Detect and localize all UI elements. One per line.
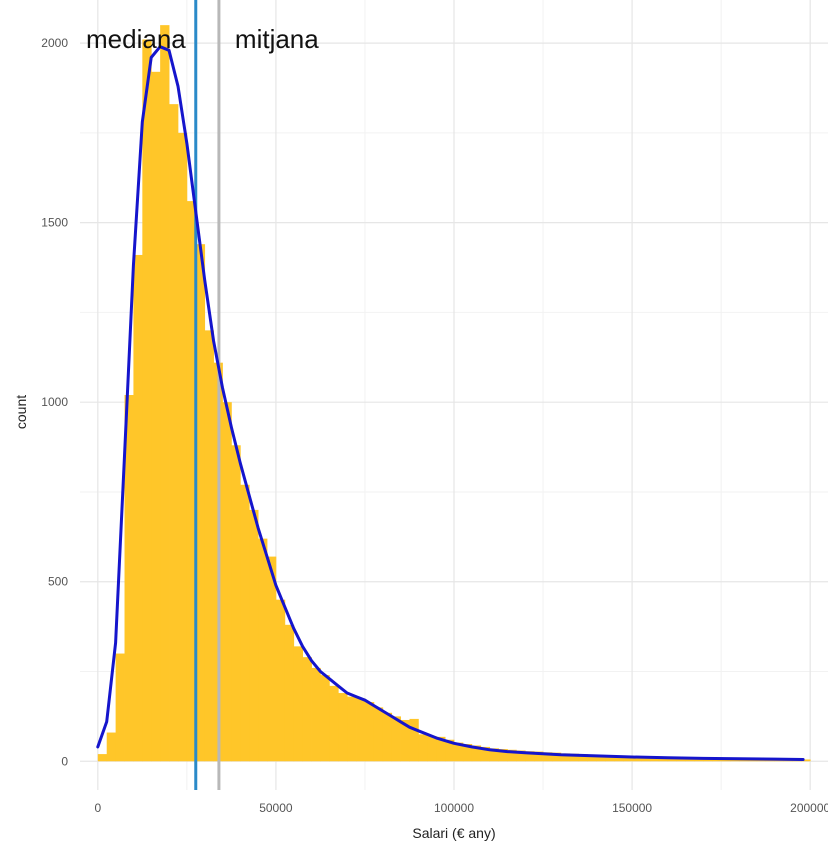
- histogram-bar: [507, 749, 517, 762]
- x-tick-label: 150000: [612, 801, 652, 815]
- histogram-bar: [543, 752, 553, 762]
- histogram-bar: [534, 751, 544, 762]
- histogram-bar: [240, 484, 250, 762]
- x-tick-label: 200000: [790, 801, 828, 815]
- histogram-bar: [338, 693, 348, 762]
- histogram-bar: [400, 719, 410, 762]
- histogram-bar: [133, 254, 143, 762]
- histogram-bar: [516, 750, 526, 762]
- histogram-bar: [364, 702, 375, 762]
- histogram-bar: [605, 755, 615, 762]
- histogram-bar: [169, 104, 179, 762]
- histogram-bar: [258, 538, 268, 762]
- y-axis-title: count: [13, 395, 29, 429]
- histogram-bar: [551, 752, 562, 762]
- mitjana-label: mitjana: [235, 24, 319, 54]
- histogram-bar: [676, 757, 686, 762]
- histogram-bar: [124, 395, 134, 762]
- x-tick-label: 50000: [259, 801, 293, 815]
- histogram-bar: [658, 757, 669, 762]
- histogram-bar: [569, 753, 580, 762]
- reference-lines: [194, 0, 221, 790]
- histogram-bar: [525, 751, 535, 762]
- density-curve-group: [96, 45, 805, 761]
- histogram-bar: [115, 653, 125, 762]
- histogram-bar: [801, 759, 811, 762]
- y-tick-label: 1000: [41, 395, 68, 409]
- histogram-bar: [284, 624, 295, 762]
- histogram-bar: [231, 445, 241, 762]
- x-axis-title: Salari (€ any): [412, 825, 495, 841]
- histogram-bar: [311, 667, 321, 762]
- histogram-bar: [498, 749, 508, 762]
- histogram-bar: [489, 748, 499, 762]
- histogram-bar: [106, 732, 117, 762]
- histogram-bar: [275, 599, 286, 762]
- histogram-bar: [649, 756, 660, 762]
- histogram-bar: [195, 244, 206, 762]
- histogram-bar: [204, 330, 214, 762]
- histogram-bar: [391, 716, 401, 762]
- histogram-bar: [373, 707, 384, 762]
- histogram-bar: [667, 757, 678, 762]
- y-tick-label: 2000: [41, 36, 68, 50]
- histogram-bar: [587, 754, 597, 762]
- histogram-bar: [632, 756, 642, 762]
- histogram-bar: [641, 756, 651, 762]
- histogram-bar: [596, 755, 606, 762]
- y-tick-label: 1500: [41, 216, 68, 230]
- histogram-bar: [685, 758, 695, 762]
- histogram-bar: [302, 657, 312, 762]
- histogram-bar: [160, 25, 170, 762]
- histogram-bar: [445, 739, 455, 762]
- histogram-bar: [320, 675, 330, 762]
- y-tick-label: 0: [61, 754, 68, 768]
- mediana-label: mediana: [86, 24, 186, 54]
- histogram-bar: [614, 755, 624, 762]
- histogram-bars: [97, 25, 811, 762]
- histogram-bar: [177, 132, 188, 762]
- y-tick-label: 500: [48, 575, 68, 589]
- histogram-bar: [186, 201, 197, 762]
- histogram-bar: [578, 754, 588, 762]
- x-tick-label: 100000: [434, 801, 474, 815]
- x-tick-label: 0: [94, 801, 101, 815]
- histogram-bar: [267, 556, 277, 762]
- histogram-bar: [222, 402, 232, 762]
- histogram-bar: [347, 696, 357, 762]
- histogram-bar: [427, 736, 437, 762]
- histogram-bar: [151, 71, 161, 762]
- histogram-bar: [142, 39, 152, 762]
- histogram-bar: [418, 734, 428, 762]
- histogram-bar: [471, 745, 482, 762]
- histogram-bar: [454, 742, 464, 762]
- x-tick-labels: 0 50000 100000 150000 200000: [94, 801, 828, 815]
- histogram-bar: [382, 712, 393, 762]
- histogram-bar: [329, 685, 339, 762]
- y-tick-labels: 0 500 1000 1500 2000: [41, 36, 68, 768]
- histogram-bar: [409, 718, 419, 762]
- histogram-bar: [293, 646, 304, 762]
- histogram-bar: [249, 509, 259, 762]
- histogram-bar: [97, 754, 108, 762]
- density-curve: [96, 45, 805, 761]
- histogram-bar: [480, 746, 491, 762]
- histogram-bar: [356, 698, 366, 762]
- histogram-bar: [560, 753, 571, 762]
- histogram-bar: [436, 736, 446, 762]
- histogram-bar: [462, 744, 473, 762]
- line-annotations: mediana mitjana: [86, 24, 319, 54]
- histogram-bar: [623, 756, 633, 762]
